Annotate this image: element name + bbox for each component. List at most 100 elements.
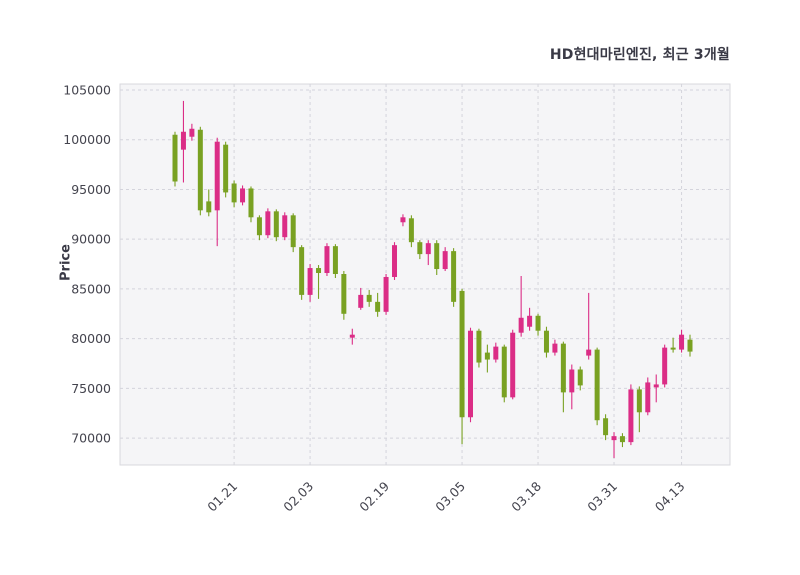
candle-down bbox=[535, 313, 541, 336]
candle-down bbox=[366, 289, 372, 307]
candle-body bbox=[240, 188, 246, 203]
candle-down bbox=[273, 209, 279, 242]
candle-body bbox=[349, 334, 355, 338]
candle-down bbox=[290, 213, 296, 253]
candle-down bbox=[459, 288, 465, 445]
candle-up bbox=[240, 185, 246, 206]
y-tick-label: 95000 bbox=[71, 182, 111, 197]
y-tick-label: 80000 bbox=[71, 331, 111, 346]
x-tick-label: 01.21 bbox=[204, 479, 240, 515]
candle-body bbox=[231, 183, 237, 203]
candle-body bbox=[586, 349, 592, 356]
candle-down bbox=[451, 248, 457, 307]
y-tick-label: 75000 bbox=[71, 381, 111, 396]
y-tick-label: 105000 bbox=[63, 82, 111, 97]
candle-up bbox=[611, 432, 617, 459]
candle-body bbox=[383, 276, 389, 312]
candle-down bbox=[316, 265, 322, 299]
candle-up bbox=[180, 100, 186, 183]
candle-body bbox=[560, 343, 566, 393]
candle-down bbox=[223, 141, 229, 198]
candle-down bbox=[332, 244, 338, 278]
y-tick-label: 85000 bbox=[71, 281, 111, 296]
candle-up bbox=[586, 292, 592, 360]
y-axis-label: Price bbox=[58, 244, 74, 281]
candle-body bbox=[256, 217, 262, 236]
candle-body bbox=[316, 268, 322, 274]
candle-up bbox=[552, 339, 558, 356]
candle-body bbox=[408, 218, 414, 243]
candle-body bbox=[332, 246, 338, 275]
candle-body bbox=[527, 315, 533, 327]
candle-body bbox=[180, 131, 186, 150]
candle-body bbox=[206, 201, 212, 213]
candle-body bbox=[687, 339, 693, 352]
candle-body bbox=[493, 346, 499, 360]
candle-down bbox=[299, 245, 305, 300]
candle-down bbox=[172, 131, 178, 187]
candle-body bbox=[265, 211, 271, 236]
candle-down bbox=[248, 186, 254, 223]
x-tick-label: 04.13 bbox=[652, 479, 688, 515]
candle-body bbox=[197, 129, 203, 211]
candle-up bbox=[400, 214, 406, 227]
candle-up bbox=[679, 329, 685, 353]
candle-down bbox=[206, 189, 212, 217]
candle-down bbox=[687, 334, 693, 357]
candle-body bbox=[392, 245, 398, 277]
candle-body bbox=[425, 243, 431, 255]
y-tick-label: 90000 bbox=[71, 232, 111, 247]
candle-up bbox=[214, 137, 220, 247]
y-tick-label: 100000 bbox=[63, 132, 111, 147]
candle-up bbox=[662, 344, 668, 388]
candle-body bbox=[366, 294, 372, 302]
candle-body bbox=[400, 217, 406, 223]
candle-down bbox=[594, 347, 600, 426]
candle-down bbox=[484, 344, 490, 373]
candle-body bbox=[552, 343, 558, 353]
candle-up bbox=[645, 377, 651, 416]
candle-up bbox=[383, 274, 389, 315]
candle-body bbox=[543, 330, 549, 353]
candle-body bbox=[307, 268, 313, 295]
candle-body bbox=[451, 251, 457, 302]
candle-body bbox=[535, 315, 541, 331]
candle-down bbox=[375, 292, 381, 317]
candle-up bbox=[282, 212, 288, 241]
candle-body bbox=[273, 211, 279, 238]
candle-body bbox=[679, 334, 685, 350]
candle-down bbox=[434, 240, 440, 275]
candle-up bbox=[442, 247, 448, 272]
candle-body bbox=[172, 134, 178, 182]
candle-down bbox=[417, 240, 423, 260]
candle-down bbox=[636, 386, 642, 433]
candle-body bbox=[653, 384, 659, 388]
candle-down bbox=[341, 271, 347, 320]
candle-body bbox=[467, 330, 473, 418]
x-tick-label: 02.19 bbox=[356, 478, 392, 514]
candle-body bbox=[619, 436, 625, 443]
candle-down bbox=[619, 433, 625, 448]
candle-up bbox=[467, 327, 473, 423]
candle-body bbox=[417, 242, 423, 255]
candle-body bbox=[459, 290, 465, 418]
candle-down bbox=[231, 180, 237, 208]
candle-body bbox=[223, 144, 229, 193]
candle-down bbox=[197, 126, 203, 216]
candle-down bbox=[408, 215, 414, 248]
chart-title: HD현대마린엔진, 최근 3개월 bbox=[549, 47, 730, 63]
candle-body bbox=[476, 330, 482, 363]
candle-body bbox=[282, 215, 288, 238]
x-tick-label: 03.05 bbox=[432, 479, 468, 515]
candle-up bbox=[628, 384, 634, 446]
candle-up bbox=[569, 364, 575, 410]
candle-body bbox=[611, 436, 617, 441]
candle-down bbox=[603, 414, 609, 441]
candle-body bbox=[569, 369, 575, 393]
candle-down bbox=[543, 326, 549, 358]
candle-down bbox=[560, 341, 566, 413]
candle-up bbox=[527, 307, 533, 331]
candle-body bbox=[510, 332, 516, 398]
candle-up bbox=[358, 287, 364, 310]
